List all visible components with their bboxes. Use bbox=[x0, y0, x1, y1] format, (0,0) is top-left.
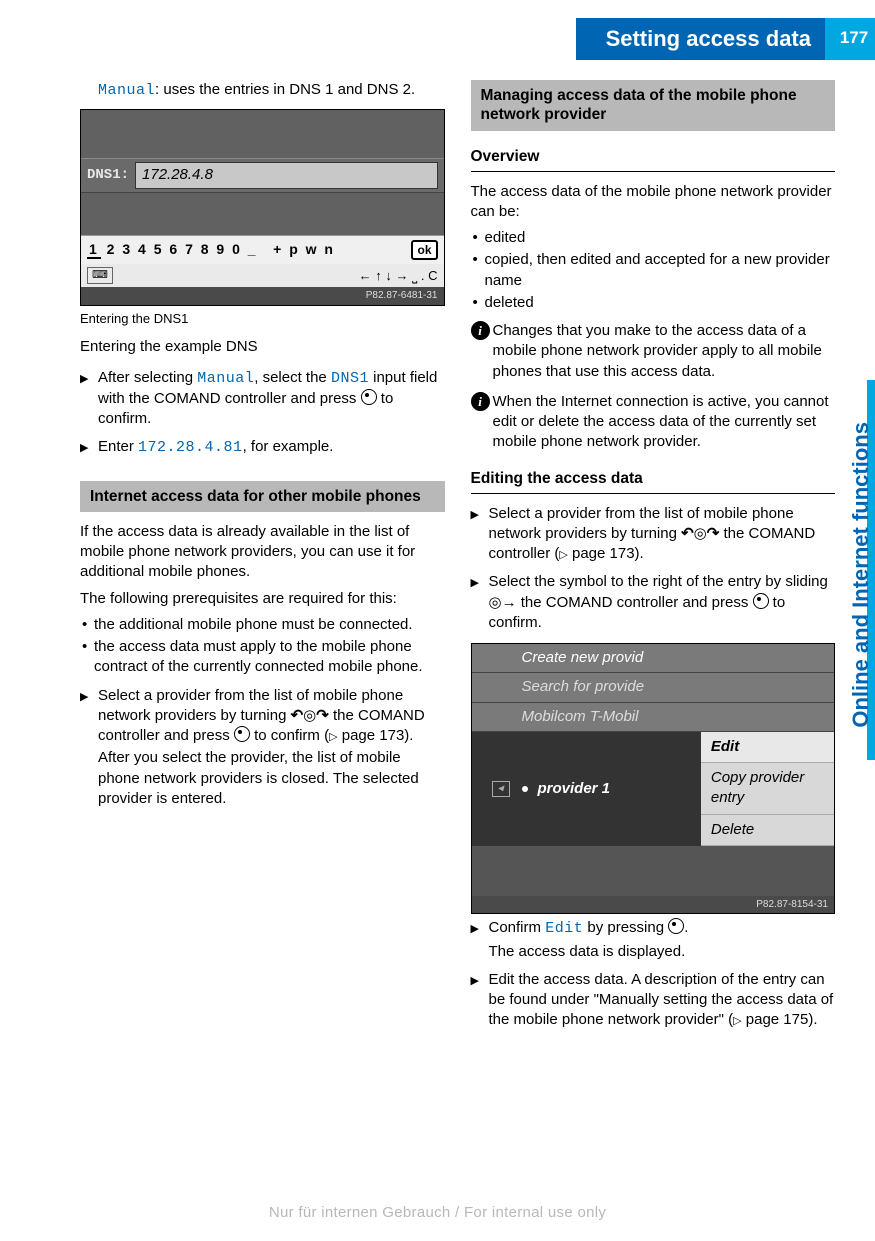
step-select-provider: Select a provider from the list of mobil… bbox=[80, 686, 445, 810]
info-icon: i bbox=[471, 392, 493, 453]
keyboard-mode-icon: ⌨ bbox=[87, 267, 113, 284]
list-item: deleted bbox=[471, 293, 836, 313]
side-tab: Online and Internet functions bbox=[841, 380, 875, 760]
heading-editing: Editing the access data bbox=[471, 469, 836, 494]
edit-menu-screenshot: Create new provid Search for provide Mob… bbox=[471, 643, 836, 914]
info-text: When the Internet connection is active, … bbox=[493, 392, 836, 453]
step-marker-icon bbox=[80, 686, 98, 810]
content-columns: Manual: uses the entries in DNS 1 and DN… bbox=[80, 80, 835, 1181]
selected-provider: ◂ provider 1 bbox=[472, 732, 701, 846]
screenshot-image-id: P82.87-6481-31 bbox=[81, 287, 444, 305]
press-controller-icon bbox=[361, 389, 377, 405]
menu-item-copy: Copy provider entry bbox=[701, 763, 834, 815]
info-text: Changes that you make to the access data… bbox=[493, 321, 836, 382]
step-followup: The access data is displayed. bbox=[489, 942, 836, 962]
page-number: 177 bbox=[833, 18, 875, 60]
page-header: Setting access data 177 bbox=[576, 18, 875, 60]
step-edit-access-data: Edit the access data. A description of t… bbox=[471, 970, 836, 1031]
example-subhead: Entering the example DNS bbox=[80, 337, 445, 357]
keys-left: 1 2 3 4 5 6 7 8 9 0 _ + p w n bbox=[87, 240, 335, 259]
dns-screenshot: DNS1: 172.28.4.8 1 2 3 4 5 6 7 8 9 0 _ +… bbox=[80, 109, 445, 305]
side-tab-label: Online and Internet functions bbox=[846, 395, 875, 755]
step-enter-ip: Enter 172.28.4.81, for example. bbox=[80, 437, 445, 458]
step-marker-icon bbox=[80, 368, 98, 430]
step-body: Confirm Edit by pressing . The access da… bbox=[489, 918, 836, 962]
manual-line: Manual: uses the entries in DNS 1 and DN… bbox=[80, 80, 445, 101]
heading-overview: Overview bbox=[471, 147, 836, 172]
dns-label: DNS1: bbox=[87, 166, 129, 185]
step-marker-icon bbox=[80, 437, 98, 458]
screenshot-image-id: P82.87-8154-31 bbox=[472, 896, 835, 914]
step-body: Edit the access data. A description of t… bbox=[489, 970, 836, 1031]
step-confirm-edit: Confirm Edit by pressing . The access da… bbox=[471, 918, 836, 962]
step-marker-icon bbox=[471, 918, 489, 962]
bottom-symbols: ← ↑ ↓ → ⎵ . C bbox=[359, 267, 438, 285]
step-body: Select a provider from the list of mobil… bbox=[98, 686, 445, 810]
step-body: Select the symbol to the right of the en… bbox=[489, 572, 836, 633]
turn-controller-icon: ↶◎↷ bbox=[291, 707, 329, 724]
step-body: Select a provider from the list of mobil… bbox=[489, 504, 836, 565]
press-controller-icon bbox=[753, 593, 769, 609]
list-item: the additional mobile phone must be conn… bbox=[80, 615, 445, 635]
triangle-ref-icon: ▷ bbox=[559, 549, 567, 561]
step-followup: After you select the provider, the list … bbox=[98, 748, 445, 809]
screenshot-caption: Entering the DNS1 bbox=[80, 310, 445, 328]
header-title: Setting access data bbox=[576, 18, 825, 60]
prereq-list: the additional mobile phone must be conn… bbox=[80, 615, 445, 678]
context-menu: Edit Copy provider entry Delete bbox=[701, 732, 834, 846]
menu-item-edit: Edit bbox=[701, 732, 834, 763]
press-controller-icon bbox=[668, 918, 684, 934]
menu-row-selected: ◂ provider 1 Edit Copy provider entry De… bbox=[472, 732, 835, 846]
header-strip bbox=[825, 18, 833, 60]
step-body: Enter 172.28.4.81, for example. bbox=[98, 437, 445, 458]
step-body: After selecting Manual, select the DNS1 … bbox=[98, 368, 445, 430]
keyboard-row: 1 2 3 4 5 6 7 8 9 0 _ + p w n ok bbox=[81, 235, 444, 264]
list-item: copied, then edited and accepted for a n… bbox=[471, 250, 836, 291]
step-select-symbol: Select the symbol to the right of the en… bbox=[471, 572, 836, 633]
dns-field: 172.28.4.8 bbox=[135, 162, 437, 188]
section-managing-access-data: Managing access data of the mobile phone… bbox=[471, 80, 836, 131]
step-marker-icon bbox=[471, 970, 489, 1031]
turn-controller-icon: ↶◎↷ bbox=[681, 525, 719, 542]
para-access-can-be: The access data of the mobile phone netw… bbox=[471, 182, 836, 223]
triangle-ref-icon: ▷ bbox=[329, 731, 337, 743]
menu-row-mobilcom: Mobilcom T-Mobil bbox=[472, 703, 835, 732]
menu-item-delete: Delete bbox=[701, 815, 834, 846]
menu-row-search: Search for provide bbox=[472, 673, 835, 702]
slide-controller-icon: ◎→ bbox=[489, 594, 517, 611]
step-select-dns1: After selecting Manual, select the DNS1 … bbox=[80, 368, 445, 430]
manual-keyword: Manual bbox=[98, 82, 155, 99]
list-item: the access data must apply to the mobile… bbox=[80, 637, 445, 678]
info-note-active-connection: i When the Internet connection is active… bbox=[471, 392, 836, 453]
back-icon: ◂ bbox=[492, 781, 510, 797]
keyboard-bottom-row: ⌨ ← ↑ ↓ → ⎵ . C bbox=[81, 264, 444, 288]
press-controller-icon bbox=[234, 726, 250, 742]
para-prerequisites: The following prerequisites are required… bbox=[80, 589, 445, 609]
menu-row-create: Create new provid bbox=[472, 644, 835, 673]
step-marker-icon bbox=[471, 504, 489, 565]
manual-desc: : uses the entries in DNS 1 and DNS 2. bbox=[155, 81, 415, 98]
info-note-changes: i Changes that you make to the access da… bbox=[471, 321, 836, 382]
section-internet-access-data: Internet access data for other mobile ph… bbox=[80, 481, 445, 512]
ok-button: ok bbox=[411, 240, 437, 260]
info-icon: i bbox=[471, 321, 493, 382]
footer-watermark: Nur für internen Gebrauch / For internal… bbox=[0, 1203, 875, 1223]
dns-row: DNS1: 172.28.4.8 bbox=[81, 158, 444, 192]
triangle-ref-icon: ▷ bbox=[733, 1015, 741, 1027]
access-ops-list: edited copied, then edited and accepted … bbox=[471, 228, 836, 313]
selected-dot-icon bbox=[522, 786, 528, 792]
list-item: edited bbox=[471, 228, 836, 248]
step-select-provider-2: Select a provider from the list of mobil… bbox=[471, 504, 836, 565]
step-marker-icon bbox=[471, 572, 489, 633]
para-access-available: If the access data is already available … bbox=[80, 522, 445, 583]
